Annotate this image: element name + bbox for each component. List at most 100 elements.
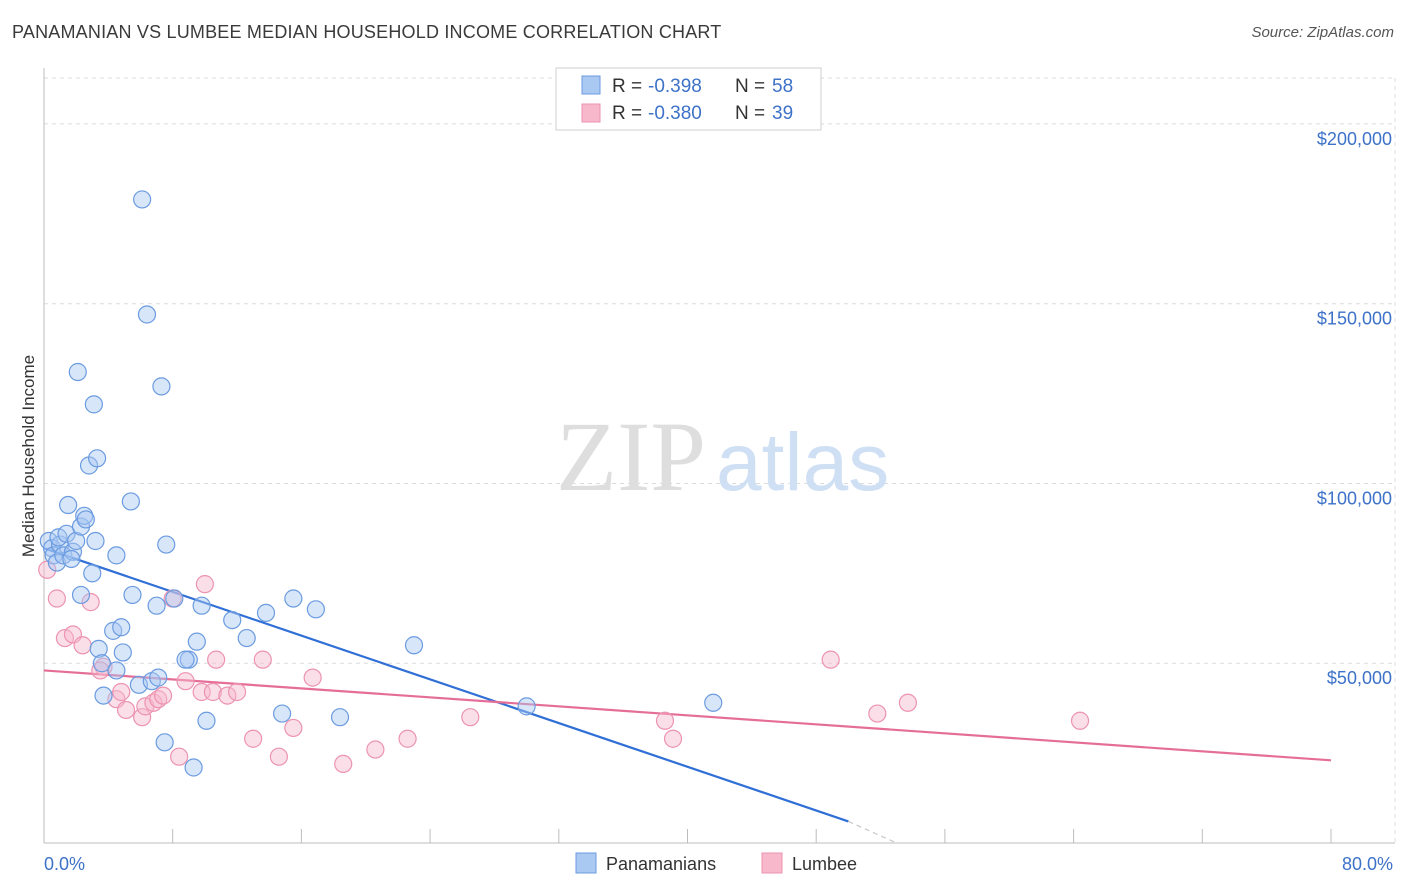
point-panamanians-51: [184, 758, 203, 777]
point-lumbee-19: [195, 575, 214, 594]
tick-labels: $50,000 $100,000 $150,000 $200,000 0.0% 80.0%: [44, 129, 1393, 874]
point-panamanians-18: [68, 362, 87, 382]
legend-r-value-blue: -0.398: [648, 76, 702, 97]
series-legend-label-panamanians: Panamanians: [606, 854, 716, 874]
point-panamanians-10: [67, 531, 86, 551]
point-panamanians-23: [133, 190, 152, 209]
point-lumbee-29: [303, 668, 322, 687]
legend-r-label-pink: R =: [612, 103, 642, 124]
point-panamanians-22: [121, 492, 140, 511]
stats-legend: R = -0.398 N = 58 R = -0.380 N = 39: [555, 67, 822, 131]
point-lumbee-26: [253, 650, 272, 669]
point-lumbee-31: [366, 740, 385, 759]
point-panamanians-44: [192, 596, 211, 615]
point-lumbee-39: [1070, 711, 1090, 730]
series-panamanians-points: [39, 190, 723, 777]
point-lumbee-15: [153, 686, 173, 705]
series-legend: Panamanians Lumbee: [575, 852, 857, 874]
point-panamanians-16: [87, 449, 107, 468]
point-panamanians-48: [284, 589, 303, 608]
legend-r-label-blue: R =: [612, 76, 642, 97]
point-lumbee-5: [73, 636, 92, 655]
legend-n-value-blue: 58: [772, 76, 793, 97]
watermark-zip: ZIP: [556, 401, 706, 512]
point-lumbee-33: [461, 708, 480, 727]
watermark-atlas: atlas: [716, 417, 889, 508]
point-lumbee-35: [663, 729, 683, 748]
point-panamanians-43: [187, 632, 206, 651]
point-panamanians-31: [113, 643, 132, 662]
point-lumbee-34: [655, 711, 675, 730]
watermark: ZIP atlas: [556, 401, 889, 512]
point-panamanians-56: [517, 697, 536, 716]
point-lumbee-17: [176, 672, 195, 691]
point-lumbee-20: [203, 682, 223, 702]
series-legend-swatch-panamanians: [575, 852, 597, 874]
series-legend-label-lumbee: Lumbee: [792, 854, 857, 874]
point-panamanians-3: [47, 553, 66, 572]
point-panamanians-50: [197, 711, 216, 730]
trendline-panamanians: [43, 547, 849, 823]
point-lumbee-37: [868, 704, 887, 723]
point-lumbee-9: [112, 682, 131, 702]
point-panamanians-47: [256, 603, 276, 622]
point-lumbee-38: [898, 693, 917, 712]
point-panamanians-32: [89, 639, 108, 658]
y-tick-label-1: $100,000: [1317, 488, 1392, 508]
point-panamanians-26: [157, 535, 176, 554]
point-lumbee-27: [269, 747, 288, 766]
point-panamanians-46: [237, 628, 256, 648]
point-lumbee-24: [170, 747, 189, 766]
trendline-panamanians-extension: [848, 820, 897, 844]
point-panamanians-35: [94, 686, 113, 705]
point-lumbee-23: [227, 682, 247, 702]
point-panamanians-8: [57, 524, 76, 543]
point-lumbee-1: [47, 589, 66, 608]
point-panamanians-33: [92, 654, 112, 673]
point-panamanians-9: [63, 542, 83, 561]
point-lumbee-7: [91, 661, 110, 680]
y-tick-label-2: $150,000: [1317, 309, 1392, 329]
trendline-lumbee: [43, 669, 1332, 762]
y-tick-label-0: $50,000: [1327, 668, 1392, 688]
legend-n-value-pink: 39: [772, 103, 793, 124]
point-panamanians-40: [165, 589, 184, 608]
point-lumbee-21: [207, 650, 226, 669]
point-panamanians-38: [149, 668, 168, 687]
point-lumbee-11: [133, 708, 152, 727]
trend-lines: [43, 547, 1332, 844]
point-panamanians-55: [404, 636, 424, 655]
point-panamanians-19: [86, 531, 105, 551]
point-panamanians-34: [107, 661, 126, 680]
point-lumbee-25: [244, 729, 263, 748]
point-panamanians-45: [223, 610, 242, 630]
point-panamanians-24: [137, 305, 157, 324]
point-lumbee-2: [81, 593, 100, 612]
point-lumbee-28: [284, 718, 303, 738]
legend-swatch-blue: [581, 75, 601, 95]
x-tick-label-max: 80.0%: [1342, 854, 1393, 874]
point-panamanians-25: [152, 377, 171, 396]
point-panamanians-17: [84, 395, 103, 414]
point-panamanians-49: [306, 600, 325, 619]
y-tick-label-3: $200,000: [1317, 129, 1392, 149]
series-legend-swatch-lumbee: [761, 852, 783, 874]
series-lumbee-points: [38, 560, 1090, 774]
point-panamanians-42: [176, 650, 195, 669]
point-panamanians-39: [147, 596, 166, 615]
point-lumbee-30: [334, 754, 353, 774]
point-panamanians-54: [330, 708, 350, 727]
legend-swatch-pink: [581, 103, 601, 123]
point-lumbee-10: [116, 700, 136, 720]
point-panamanians-21: [107, 546, 126, 565]
point-lumbee-22: [218, 686, 237, 705]
point-lumbee-36: [821, 650, 840, 669]
point-panamanians-52: [155, 733, 174, 752]
legend-n-label-blue: N =: [735, 76, 765, 97]
y-axis-title: Median Household Income: [19, 355, 38, 557]
legend-r-value-pink: -0.380: [648, 103, 702, 124]
x-tick-label-min: 0.0%: [44, 854, 85, 874]
chart-title: PANAMANIAN VS LUMBEE MEDIAN HOUSEHOLD IN…: [12, 22, 722, 42]
point-panamanians-30: [112, 618, 131, 637]
